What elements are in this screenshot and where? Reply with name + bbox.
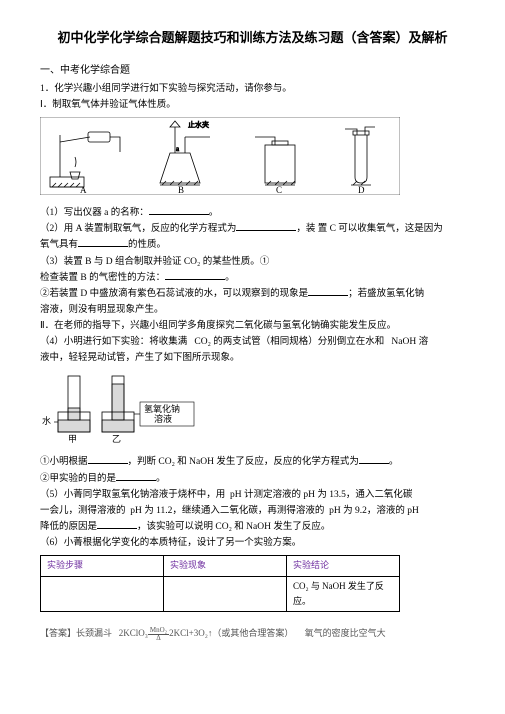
t: 检查装置 B 的气密性的方法： [40,273,165,283]
frac: MnO₂Δ [148,627,169,642]
line-f3: 降低的原因是 ，该实验可以说明 CO₂ 和 NaOH 发生了反应。 [40,519,465,535]
t: ②若装置 D 中盛放滴有紫色石蕊试液的水，可以观察到的现象是 [40,289,308,299]
line-4: （4）小明进行如下实验：将收集满 CO₂ 的两支试管（相同规格）分别倒立在水和 … [40,334,465,350]
t: 。 [209,208,219,218]
label-b: B [178,185,184,195]
t: 氧气的密度比空气大 [305,628,386,638]
t: ，装 置 C 可以收集氧气，这是因为 [296,224,442,234]
blank [88,455,128,465]
line-2b: 氧气具有 的性质。 [40,237,465,253]
t: 2KClO₃ [119,628,148,638]
t: 【答案】长颈漏斗 [40,628,112,638]
blank [78,238,128,248]
line-3d: 溶液，则没有明显现象产生。 [40,302,465,318]
blank [97,520,137,530]
tube-figure: 水 甲 乙 氢氧化钠 溶液 [40,370,465,450]
line-e2: ②甲实验的目的是 。 [40,471,465,487]
lbl-naoh2: 溶液 [154,413,172,424]
t: ②甲实验的目的是 [40,474,116,484]
t: pH 为 11.2，继续通入二氧化碳，再测得溶液的 [130,506,324,516]
td2 [164,577,287,612]
t: （4）小明进行如下实验：将收集满 [40,337,187,347]
blank [116,471,156,481]
blank [308,286,348,296]
answer-line: 【答案】长颈漏斗 2KClO₃MnO₂Δ2KCl+3O₂↑（或其他合理答案） 氧… [40,626,465,641]
lbl-yi: 乙 [112,434,121,444]
t: （5）小菁同学取氢氧化钠溶液于烧杯中，用 [40,490,225,500]
label-a: A [80,185,87,195]
t: pH 计测定溶液的 pH 为 13.5，通入二氧化碳 [230,490,412,500]
t: 一会儿，测得溶液的 [40,506,126,516]
td3: CO₂ 与 NaOH 发生了反 应。 [287,577,400,612]
roman2: Ⅱ．在老师的指导下，兴趣小组同学多角度探究二氧化碳与氢氧化钠确实能发生反应。 [40,318,465,334]
th1: 实验步骤 [41,556,164,577]
label-a-small: a [176,145,180,153]
t: pH 为 9.2，溶液的 pH [329,506,419,516]
line-2: （2）用 A 装置制取氧气，反应的化学方程式为 ，装 置 C 可以收集氧气，这是因… [40,221,465,237]
blank [149,206,209,216]
t: （2）用 A 装置制取氧气，反应的化学方程式为 [40,224,236,234]
t: （1）写出仪器 a 的名称： [40,208,149,218]
label-tap: 止水夹 [188,120,209,129]
line-1: （1）写出仪器 a 的名称： 。 [40,205,465,221]
t: 。 [156,474,166,484]
lbl-naoh1: 氢氧化钠 [144,403,180,414]
lbl-water: 水 [42,415,51,426]
blank [236,222,296,232]
line-f2: 一会儿，测得溶液的 pH 为 11.2，继续通入二氧化碳，再测得溶液的 pH 为… [40,503,465,519]
blank [165,270,225,280]
section-head: 一、中考化学综合题 [40,63,465,79]
th3: 实验结论 [287,556,400,577]
blank [359,455,389,465]
td1 [41,577,164,612]
q1: 1．化学兴趣小组同学进行如下实验与探究活动，请你参与。 [40,81,465,97]
label-c: C [276,185,282,195]
line-3c: ②若装置 D 中盛放滴有紫色石蕊试液的水，可以观察到的现象是 ；若盛放氢氧化钠 [40,286,465,302]
label-d: D [358,185,365,195]
line-g: （6）小菁根据化学变化的本质特征，设计了另一个实验方案。 [40,535,465,551]
th2: 实验现象 [164,556,287,577]
t: 降低的原因是 [40,522,97,532]
t: 2KCl+3O₂↑（或其他合理答案） [169,628,293,638]
line-e1: ①小明根据 ，判断 CO₂ 和 NaOH 发生了反应，反应的化学方程式为 。 [40,454,465,470]
t: 。 [389,457,399,467]
t: CO₂ 的两支试管（相同规格）分别倒立在水和 [194,337,384,347]
line-f1: （5）小菁同学取氢氧化钠溶液于烧杯中，用 pH 计测定溶液的 pH 为 13.5… [40,487,465,503]
t: NaOH 溶 [391,337,428,347]
line-4b: 液中，轻轻晃动试管，产生了如下图所示现象。 [40,350,465,366]
line-3: （3）装置 B 与 D 组合制取并验证 CO₂ 的某些性质。① [40,254,465,270]
experiment-table: 实验步骤 实验现象 实验结论 CO₂ 与 NaOH 发生了反 应。 [40,555,400,612]
lbl-jia: 甲 [68,434,77,444]
t: 的性质。 [128,240,166,250]
t: ，判断 CO₂ 和 NaOH 发生了反应，反应的化学方程式为 [128,457,359,467]
t: ，该实验可以说明 CO₂ 和 NaOH 发生了反应。 [137,522,330,532]
t: 。 [225,273,235,283]
t: ；若盛放氢氧化钠 [348,289,424,299]
t: 氧气具有 [40,240,78,250]
page-title: 初中化学化学综合题解题技巧和训练方法及练习题（含答案）及解析 [40,28,465,49]
line-3b: 检查装置 B 的气密性的方法： 。 [40,270,465,286]
t: ①小明根据 [40,457,88,467]
apparatus-figure: A a 止水夹 B [40,117,465,201]
roman1: Ⅰ．制取氧气体并验证气体性质。 [40,97,465,113]
